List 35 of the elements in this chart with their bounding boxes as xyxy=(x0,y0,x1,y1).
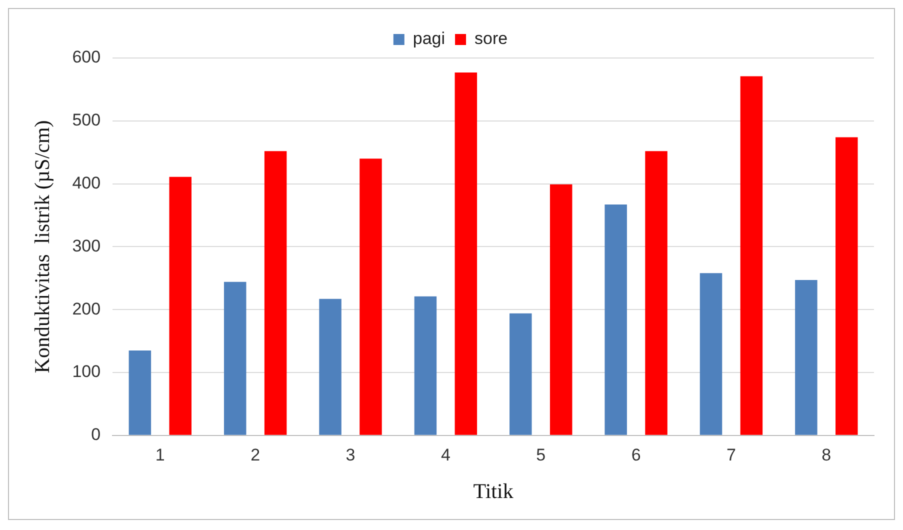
bar xyxy=(128,350,152,435)
y-axis-title: Konduktivitas listrik (µS/cm) xyxy=(30,120,54,374)
bar xyxy=(169,176,192,435)
bar xyxy=(319,298,342,435)
bar xyxy=(740,76,763,435)
x-tick-label: 3 xyxy=(346,445,356,464)
bar xyxy=(645,151,668,435)
bar xyxy=(795,280,818,435)
y-tick-label: 600 xyxy=(72,48,101,67)
x-tick-label: 8 xyxy=(822,445,832,464)
bar xyxy=(510,313,532,435)
bar xyxy=(604,204,627,435)
y-tick-label: 400 xyxy=(72,173,101,192)
x-axis-title: Titik xyxy=(473,478,514,503)
y-tick-label: 0 xyxy=(91,425,101,444)
x-tick-label: 6 xyxy=(631,445,641,464)
bar xyxy=(454,72,478,435)
x-tick-label: 1 xyxy=(155,445,165,464)
y-tick-label: 500 xyxy=(72,110,101,130)
bar xyxy=(360,158,382,435)
x-tick-label: 7 xyxy=(726,445,736,464)
legend-label: pagi xyxy=(412,29,446,48)
x-tick-label: 4 xyxy=(440,445,450,464)
x-tick-label: 2 xyxy=(250,445,260,464)
y-tick-label: 200 xyxy=(72,299,101,318)
y-tick-label: 100 xyxy=(72,362,101,382)
bar xyxy=(224,282,246,435)
bar xyxy=(836,137,858,435)
bar xyxy=(414,296,437,435)
bar xyxy=(700,273,722,435)
legend-label: sore xyxy=(474,29,508,48)
y-tick-label: 300 xyxy=(72,236,101,256)
bar xyxy=(264,151,287,435)
x-tick-label: 5 xyxy=(536,445,546,464)
bar xyxy=(550,184,572,435)
